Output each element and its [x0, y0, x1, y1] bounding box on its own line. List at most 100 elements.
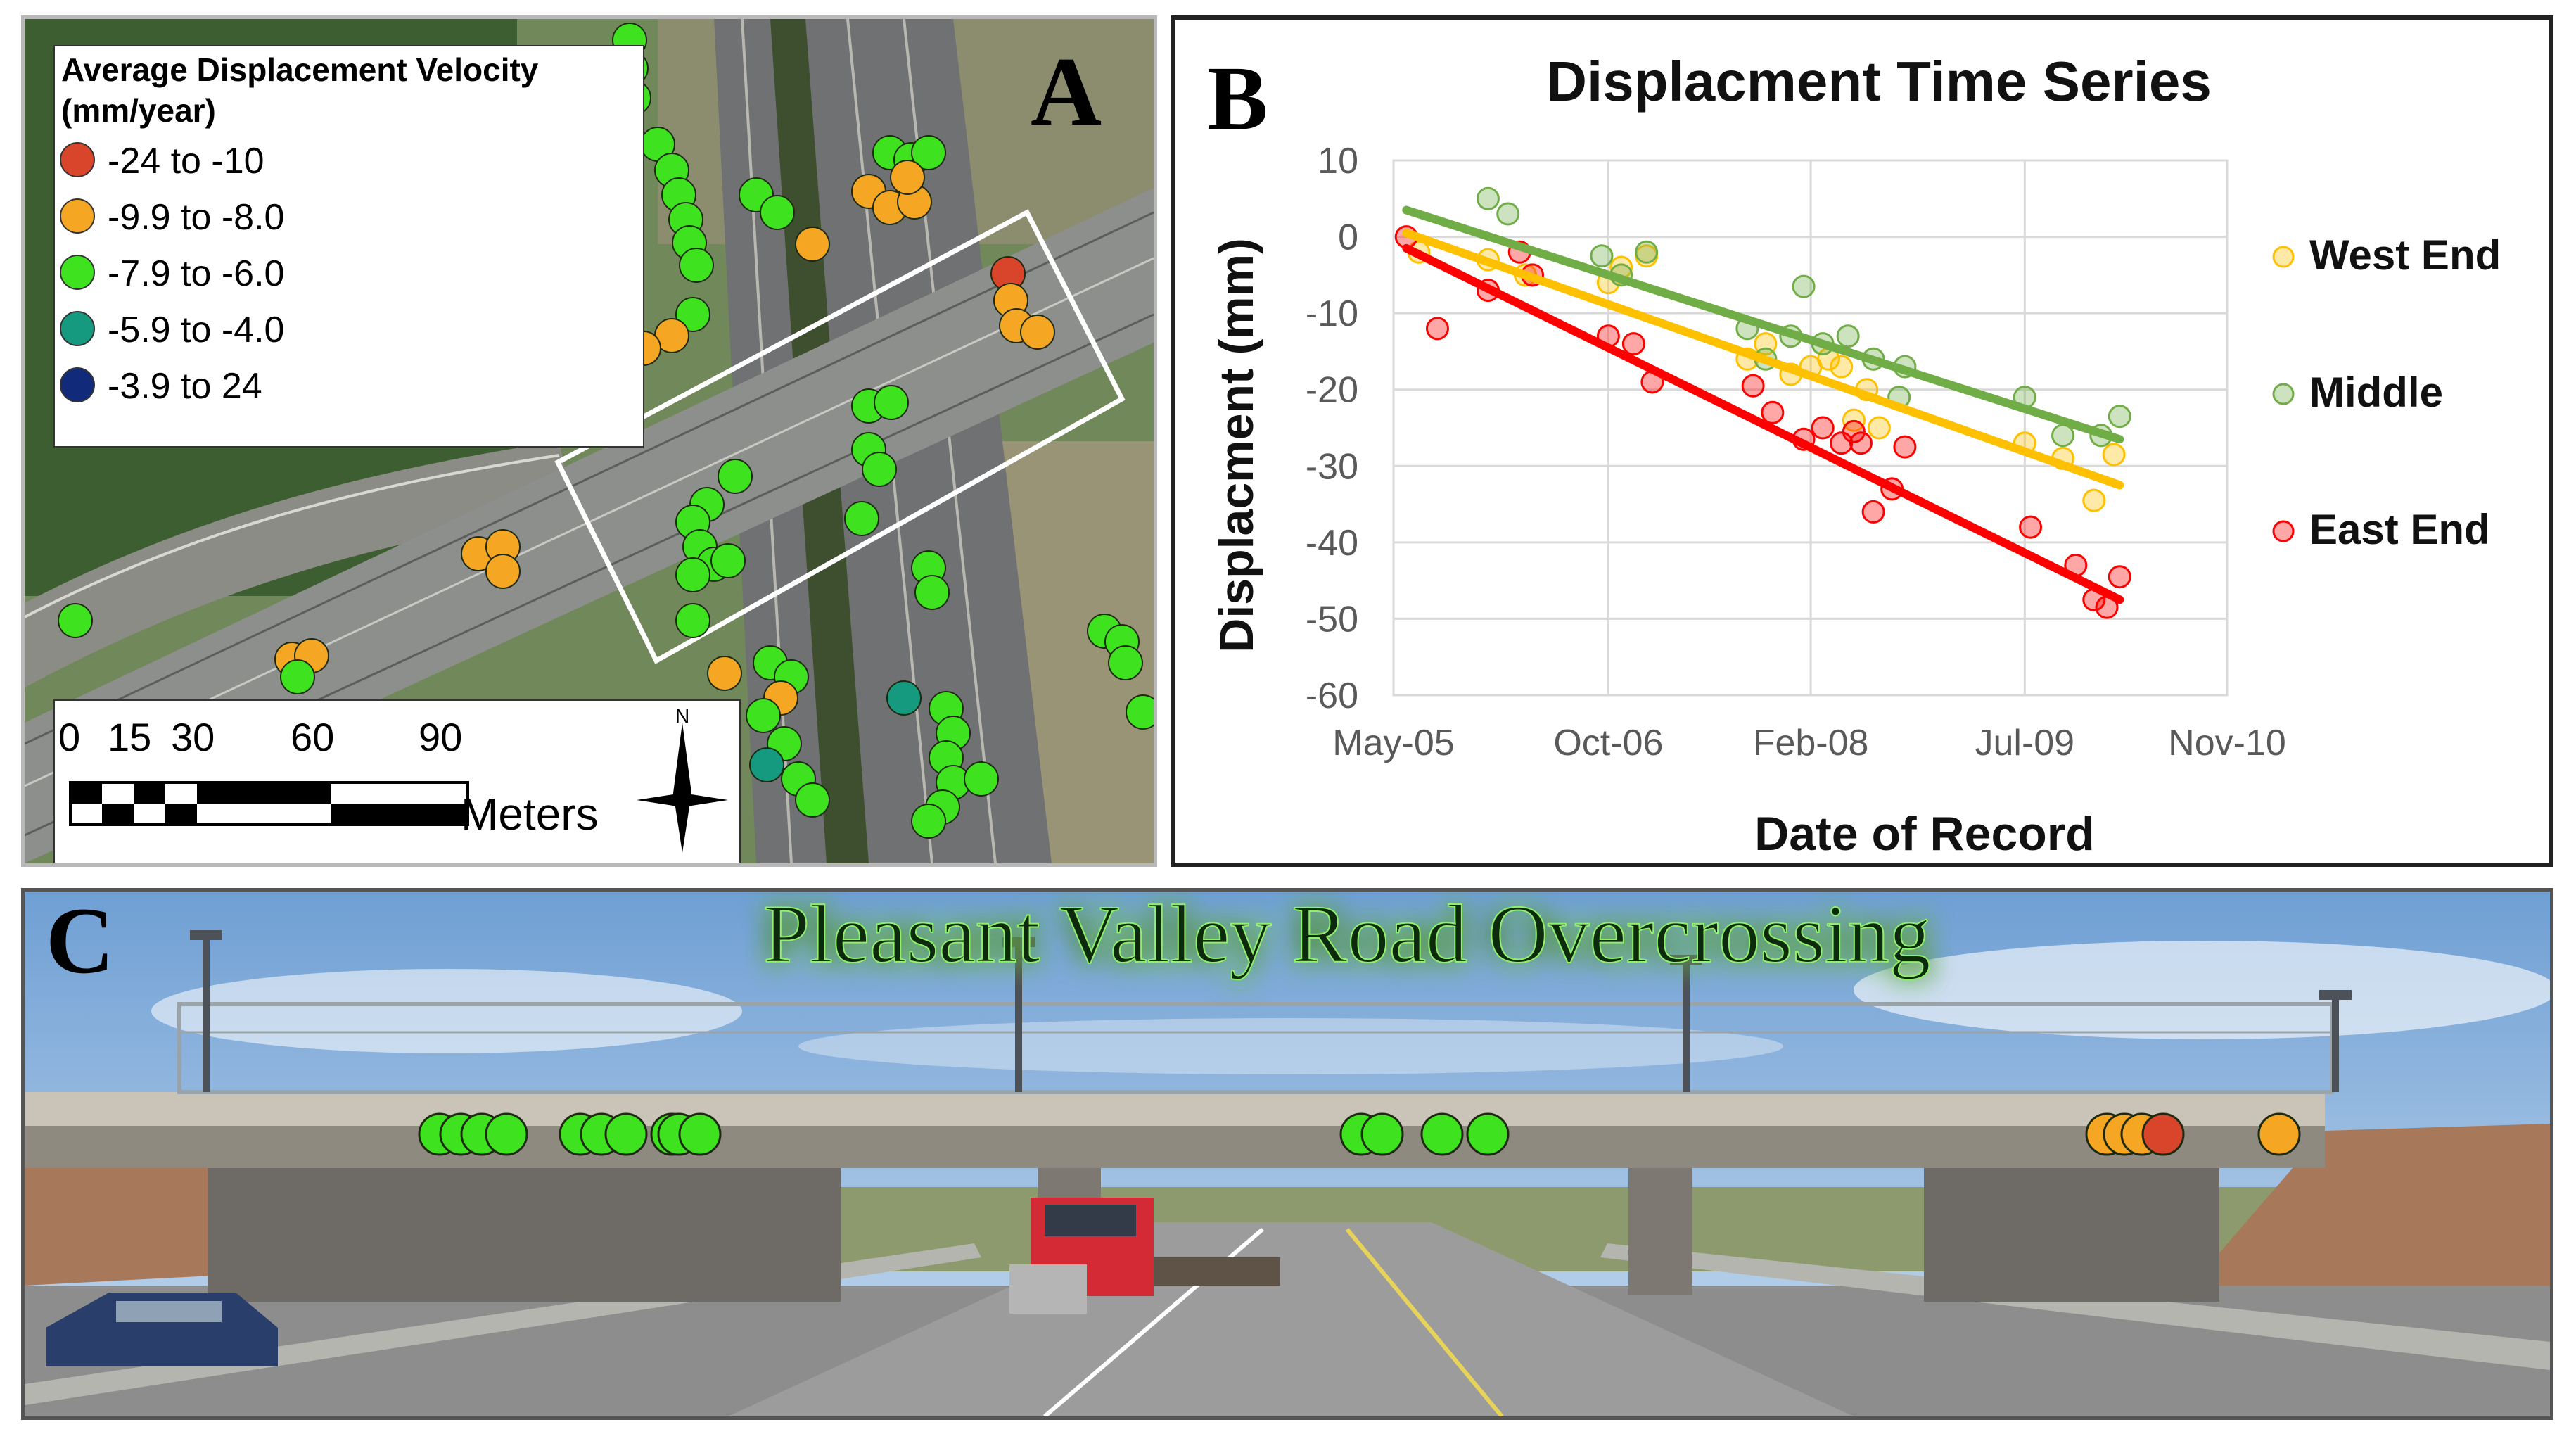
ps-point [679, 248, 714, 283]
scale-tick-90: 90 [419, 715, 462, 759]
bridge-ps-points [418, 1112, 2301, 1156]
data-point [1590, 244, 1614, 268]
bridge-photo: C Pleasant Valley Road Overcrossing [25, 892, 2550, 1416]
x-tick-label: Nov-10 [2168, 723, 2286, 763]
lane-marking [1345, 1228, 1504, 1416]
photo-title: Pleasant Valley Road Overcrossing [763, 892, 1930, 980]
ps-point [795, 227, 830, 262]
ps-point [874, 385, 909, 420]
ps-point [675, 297, 710, 332]
north-arrow-icon: N [637, 705, 728, 853]
cloud [151, 969, 742, 1053]
embankment-right [2191, 1124, 2550, 1300]
panel-c-letter: C [46, 892, 115, 994]
car [46, 1293, 278, 1366]
legend-items: -24 to -10 -9.9 to -8.0 -7.9 to -6.0 -5.9 t… [60, 141, 284, 407]
data-point [1635, 240, 1659, 264]
ps-point [1126, 694, 1154, 730]
legend-swatch [60, 311, 95, 346]
panel-a-letter: A [1031, 37, 1102, 146]
data-point [1849, 431, 1873, 455]
ps-point [795, 782, 830, 818]
x-tick-label: Oct-06 [1553, 723, 1663, 763]
scale-bar: 0 15 30 60 90 Meters N [53, 699, 741, 863]
ps-point [760, 195, 795, 230]
ps-point [707, 656, 742, 691]
abutment-left [208, 1168, 841, 1302]
y-tick-label: -40 [1306, 523, 1358, 564]
map-canvas: Average Displacement Velocity (mm/year) … [25, 19, 1154, 863]
legend-marker [2272, 383, 2295, 405]
y-tick-label: 0 [1338, 217, 1358, 258]
y-axis-label: Displacment (mm) [1210, 238, 1263, 652]
cloud [798, 1018, 1783, 1074]
ps-point [964, 761, 999, 797]
ps-point [911, 135, 946, 170]
light-poles [190, 930, 2352, 1092]
bridge-deck [25, 1092, 2325, 1126]
legend-box [53, 45, 644, 448]
legend-marker [2272, 246, 2295, 268]
legend-label: -24 to -10 [108, 141, 264, 182]
ps-point [914, 575, 950, 610]
trendline [1402, 229, 2124, 490]
panel-b-letter: B [1207, 48, 1268, 149]
x-tick-label: Jul-09 [1975, 723, 2074, 763]
ps-point [862, 452, 897, 487]
y-tick-label: -30 [1306, 446, 1358, 487]
data-point [1893, 435, 1917, 459]
pier [1628, 1168, 1692, 1295]
ps-point [58, 603, 93, 638]
legend-swatch [60, 198, 95, 234]
north-label: N [675, 705, 689, 727]
x-axis-label: Date of Record [1754, 807, 2095, 861]
chart-legend: West End Middle East End [2272, 231, 2501, 553]
ps-point [485, 554, 521, 589]
data-point [1811, 416, 1835, 440]
data-point [1425, 317, 1449, 341]
panel-b-chart: B Displacment Time Series Date of Record… [1171, 15, 2553, 867]
ps-point [749, 747, 784, 782]
scale-unit-label: Meters [461, 789, 599, 839]
data-point [1861, 500, 1885, 524]
y-tick-label: -60 [1306, 675, 1358, 716]
data-point [1830, 431, 1854, 455]
x-tick-label: Feb-08 [1753, 723, 1869, 763]
scale-tick-30: 30 [171, 715, 215, 759]
ps-point [911, 804, 946, 839]
scale-bar-segments [69, 781, 469, 826]
ps-point [718, 459, 753, 494]
legend-swatch [60, 367, 95, 402]
panel-c-photo: C Pleasant Valley Road Overcrossing [21, 888, 2553, 1420]
data-point [2019, 515, 2043, 539]
ps-point [844, 501, 879, 536]
ps-point [710, 543, 746, 578]
ramp-curve [25, 441, 573, 687]
data-point [1476, 186, 1500, 210]
scale-tick-0: 0 [58, 715, 80, 759]
legend-label: -9.9 to -8.0 [108, 197, 284, 238]
road-edge-1 [25, 211, 1154, 745]
velocity-legend: Average Displacement Velocity (mm/year) … [53, 45, 644, 448]
data-point [1741, 374, 1765, 398]
legend-title-line1: Average Displacement Velocity [61, 51, 539, 88]
data-point [1836, 324, 1860, 348]
data-point [1842, 419, 1866, 443]
legend-swatch [60, 142, 95, 177]
ps-point [746, 698, 781, 733]
cloud [1854, 941, 2550, 1039]
legend-swatch [60, 255, 95, 290]
data-point [2082, 488, 2106, 512]
chart-trendlines [1402, 205, 2124, 604]
ramp-edge-line [25, 454, 560, 618]
scale-tick-60: 60 [291, 715, 334, 759]
data-point [1867, 416, 1891, 440]
data-point [2108, 565, 2131, 589]
y-tick-label: -20 [1306, 370, 1358, 411]
ps-point [675, 603, 710, 638]
scale-tick-15: 15 [108, 715, 151, 759]
bridge-outline-box [554, 209, 1126, 664]
data-point [2108, 405, 2131, 429]
data-point [1830, 355, 1854, 379]
y-tick-label: -10 [1306, 293, 1358, 334]
